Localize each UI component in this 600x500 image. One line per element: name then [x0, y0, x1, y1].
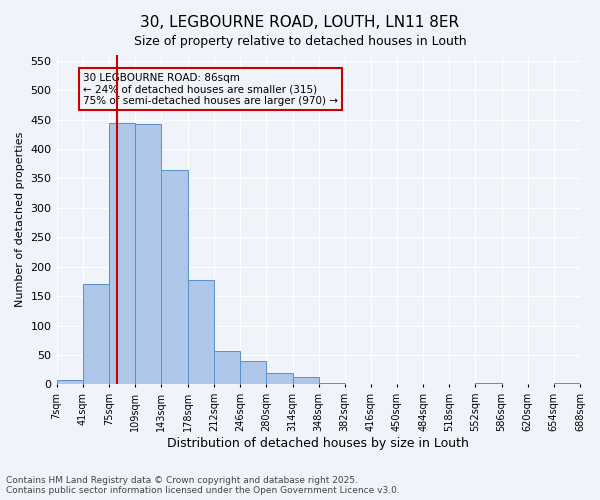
Bar	[240, 361, 266, 384]
Text: Contains HM Land Registry data © Crown copyright and database right 2025.
Contai: Contains HM Land Registry data © Crown c…	[6, 476, 400, 495]
Bar	[475, 383, 502, 384]
Bar	[161, 170, 188, 384]
Bar	[83, 284, 109, 384]
Bar	[319, 383, 345, 384]
Bar	[293, 377, 319, 384]
Bar	[135, 124, 161, 384]
Bar	[214, 351, 240, 384]
Bar	[266, 372, 293, 384]
Bar	[109, 122, 135, 384]
Text: 30, LEGBOURNE ROAD, LOUTH, LN11 8ER: 30, LEGBOURNE ROAD, LOUTH, LN11 8ER	[140, 15, 460, 30]
Y-axis label: Number of detached properties: Number of detached properties	[15, 132, 25, 308]
Bar	[56, 380, 83, 384]
Text: Size of property relative to detached houses in Louth: Size of property relative to detached ho…	[134, 35, 466, 48]
Bar	[554, 382, 580, 384]
Bar	[188, 280, 214, 384]
X-axis label: Distribution of detached houses by size in Louth: Distribution of detached houses by size …	[167, 437, 469, 450]
Text: 30 LEGBOURNE ROAD: 86sqm
← 24% of detached houses are smaller (315)
75% of semi-: 30 LEGBOURNE ROAD: 86sqm ← 24% of detach…	[83, 72, 338, 106]
